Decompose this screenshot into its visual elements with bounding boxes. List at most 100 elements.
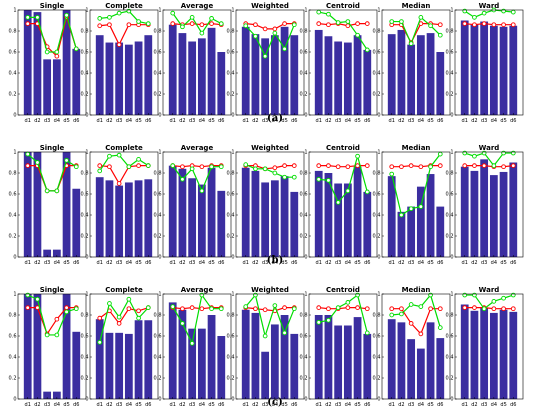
subplot-average: 0 0.2 0.4 0.6 0.8 1 d1 d2 d3 d4 d5 d6 Average	[154, 144, 232, 266]
y-tick-label: 0	[377, 255, 380, 261]
x-tick-label: d5	[500, 118, 506, 124]
green-series-point	[97, 16, 103, 21]
bar	[197, 38, 206, 115]
red-series-point	[25, 163, 31, 168]
x-tick-label: d4	[418, 402, 424, 408]
green-series-point	[54, 49, 60, 55]
y-tick-label: 0.8	[81, 29, 89, 35]
x-tick-label: d4	[126, 118, 132, 124]
y-tick-label: 0.4	[9, 355, 17, 361]
bar	[334, 325, 343, 399]
green-series-point	[107, 301, 112, 306]
bar	[324, 173, 333, 257]
red-series-point	[316, 163, 322, 168]
bar	[489, 312, 498, 399]
y-tick-label: 0.6	[300, 192, 308, 198]
red-series-point	[253, 306, 258, 312]
green-series-point	[243, 304, 249, 309]
y-tick-label: 1	[85, 150, 88, 156]
subplot-average: 0 0.2 0.4 0.6 0.8 1 d1 d2 d3 d4 d5 d6 Average	[154, 2, 232, 124]
bar	[324, 315, 333, 399]
green-series-point	[107, 153, 112, 159]
red-series-point	[272, 26, 278, 32]
y-tick-label: 1	[231, 8, 234, 14]
axes-frame	[17, 151, 87, 258]
bar	[72, 48, 81, 115]
y-tick-label: 1	[231, 150, 234, 156]
x-tick-label: d2	[252, 260, 258, 266]
x-tick-label: d5	[500, 402, 506, 408]
green-series-point	[408, 41, 414, 46]
bar	[207, 315, 216, 399]
bar	[115, 42, 124, 115]
green-series-point	[326, 178, 331, 183]
green-series-point	[35, 296, 40, 302]
y-tick-label: 0	[13, 255, 16, 261]
red-series-point	[116, 321, 122, 326]
red-series-point	[107, 22, 112, 28]
y-tick-label: 0	[304, 113, 307, 119]
green-series-point	[291, 306, 297, 312]
bar	[416, 186, 425, 257]
axes-frame	[381, 293, 451, 400]
x-tick-label: d5	[135, 118, 141, 124]
y-tick-label: 0.6	[9, 334, 17, 340]
green-series-line	[464, 152, 514, 167]
red-series-point	[418, 331, 424, 337]
subplot-complete: 0 0.2 0.4 0.6 0.8 1 d1 d2 d3 d4 d5 d6 Complete	[81, 2, 159, 124]
y-tick-label: 0.6	[446, 334, 454, 340]
x-tick-label: d3	[335, 260, 341, 266]
y-tick-label: 0	[231, 397, 234, 403]
green-series-point	[316, 176, 322, 182]
axes-frame	[89, 9, 159, 116]
y-tick-label: 0.8	[300, 29, 308, 35]
x-tick-label: d6	[437, 402, 443, 408]
green-series-point	[199, 188, 205, 194]
x-tick-label: d2	[325, 118, 331, 124]
bar	[105, 180, 114, 257]
bar	[290, 333, 299, 399]
y-tick-label: 0.8	[300, 171, 308, 177]
y-tick-label: 1	[304, 292, 307, 298]
subplot-title: Single	[40, 144, 65, 152]
bar	[251, 312, 260, 399]
subplot-ward: 0 0.2 0.4 0.6 0.8 1 d1 d2 d3 d4 d5 d6 Ward	[446, 2, 524, 124]
bar	[407, 206, 416, 257]
subplot-single: 0 0.2 0.4 0.6 0.8 1 d1 d2 d3 d4 d5 d6 Single	[9, 286, 87, 408]
y-tick-label: 0.4	[227, 355, 235, 361]
y-tick-label: 0.8	[154, 313, 162, 319]
y-tick-label: 0.4	[81, 355, 89, 361]
panel-label: (c)	[267, 397, 283, 408]
red-series-point	[399, 164, 404, 170]
x-tick-label: d3	[116, 402, 122, 408]
bar	[470, 310, 479, 399]
green-series-point	[218, 164, 224, 170]
red-series-point	[501, 164, 506, 170]
green-series-point	[272, 30, 278, 36]
x-tick-label: d5	[208, 260, 214, 266]
green-series-point	[126, 164, 132, 170]
green-series-point	[491, 163, 497, 168]
x-tick-label: d3	[116, 118, 122, 124]
bar	[480, 307, 489, 399]
green-series-point	[399, 311, 404, 317]
x-tick-label: d4	[345, 260, 351, 266]
x-tick-label: d5	[135, 260, 141, 266]
red-series-point	[408, 321, 414, 326]
bar	[460, 304, 469, 399]
bar	[188, 41, 197, 115]
red-series-line	[391, 165, 441, 168]
bar	[387, 176, 396, 257]
red-series-point	[345, 164, 351, 170]
x-tick-label: d1	[170, 118, 176, 124]
y-tick-label: 1	[377, 150, 380, 156]
x-tick-label: d6	[364, 260, 370, 266]
green-series-point	[408, 206, 414, 212]
red-series-line	[464, 307, 514, 310]
x-tick-label: d3	[44, 402, 50, 408]
y-tick-label: 0.8	[227, 29, 235, 35]
bar	[499, 171, 508, 257]
bar	[105, 42, 114, 115]
y-tick-label: 0.2	[300, 234, 308, 240]
x-tick-label: d6	[145, 260, 151, 266]
